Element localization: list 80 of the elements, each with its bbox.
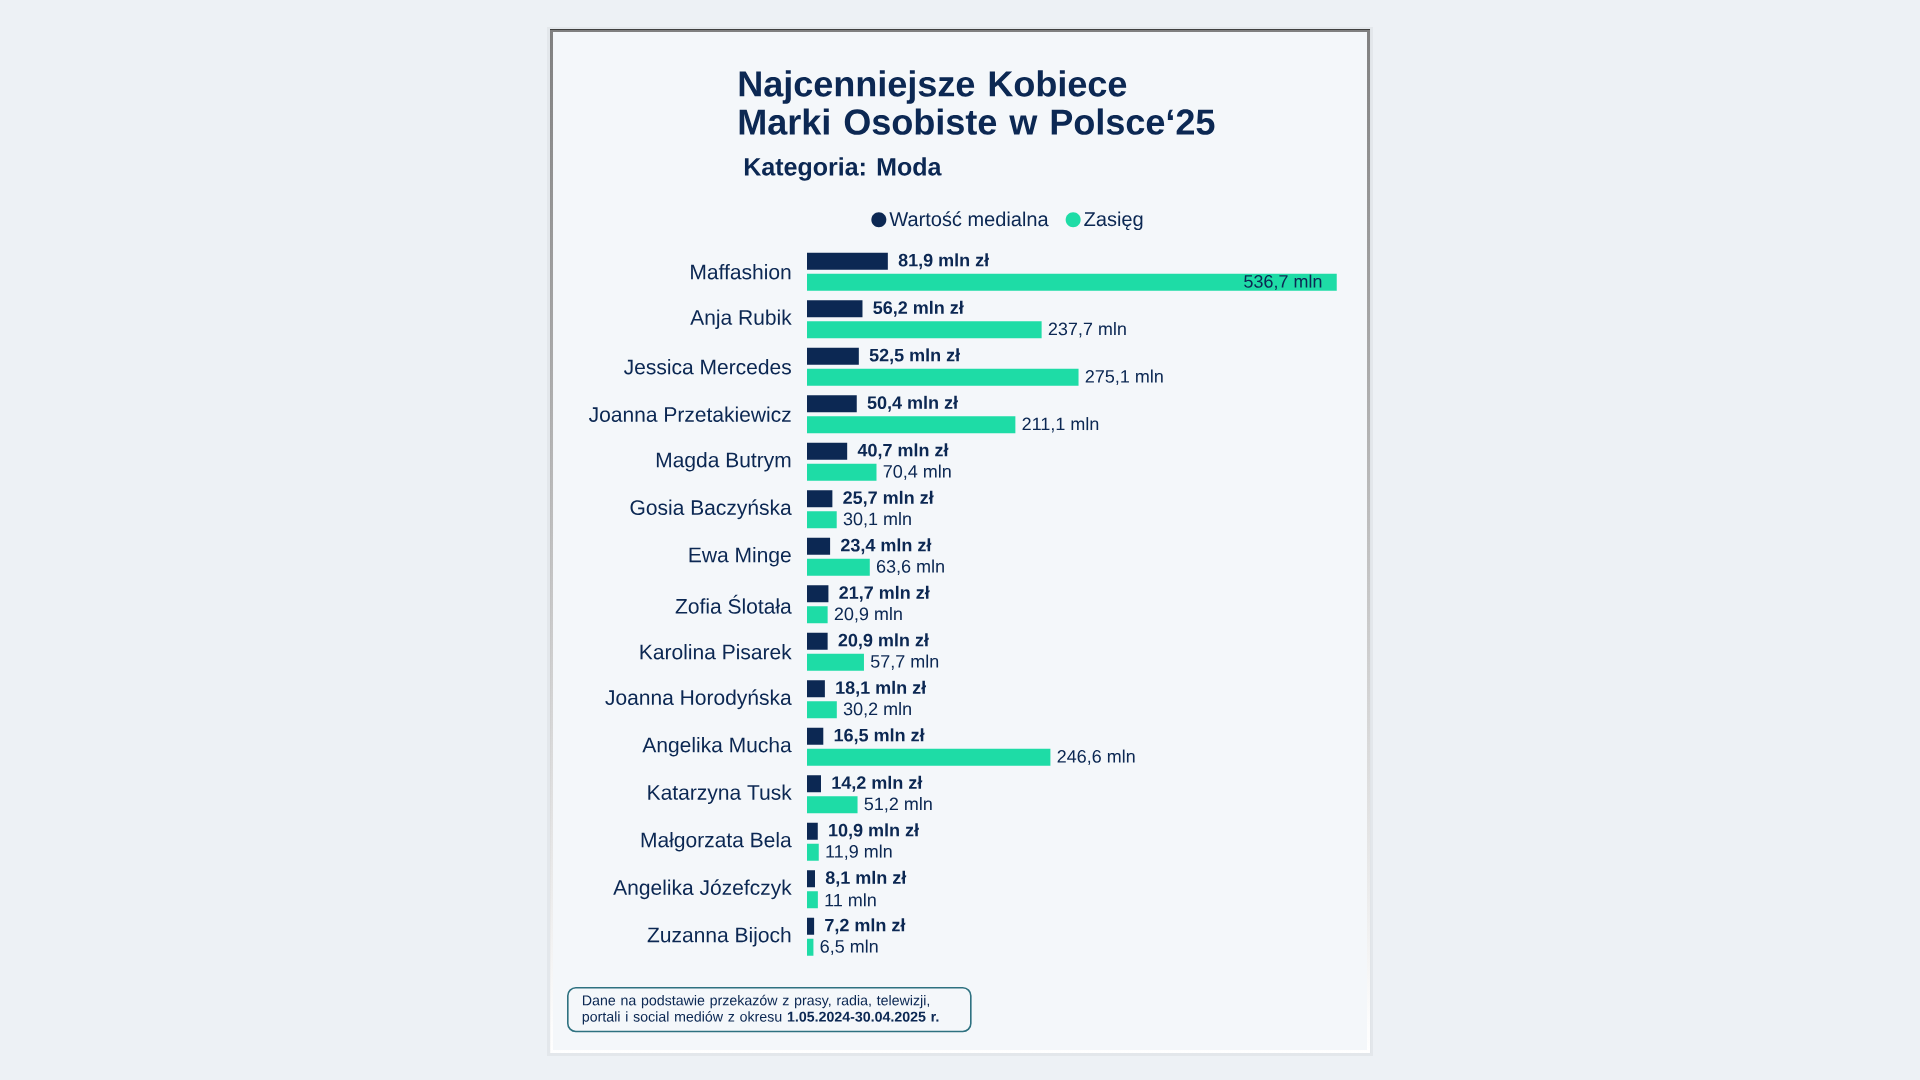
chart-subtitle: Kategoria: Moda bbox=[744, 157, 942, 181]
data-label: 275,1 mln bbox=[1085, 369, 1163, 385]
bar bbox=[807, 442, 848, 460]
data-label: 81,9 mln zł bbox=[898, 253, 989, 270]
bar bbox=[807, 748, 1051, 766]
text: Dane na podstawie przekazów z prasy, radia, telewizji, portali i social mediów z okresu 1.05.2024-30.04.2025 r. bbox=[582, 994, 939, 1025]
bar bbox=[807, 300, 863, 318]
data-label: 30,2 mln bbox=[843, 702, 911, 718]
bar bbox=[807, 822, 818, 840]
y-tick-label: Jessica Mercedes bbox=[624, 359, 791, 375]
data-label: 7,2 mln zł bbox=[825, 918, 906, 935]
y-tick-label: Zofia Ślotała bbox=[675, 594, 792, 614]
data-label: 52,5 mln zł bbox=[869, 348, 960, 365]
y-tick-label: Zuzanna Bijoch bbox=[647, 926, 791, 947]
y-tick-label: Joanna Przetakiewicz bbox=[588, 406, 791, 422]
bar bbox=[807, 368, 1079, 386]
data-label: 70,4 mln bbox=[883, 464, 951, 480]
legend-label: Wartość medialna bbox=[889, 211, 1049, 227]
bar bbox=[807, 511, 837, 529]
data-label: 51,2 mln bbox=[864, 797, 932, 813]
bar bbox=[807, 938, 814, 956]
data-label: 18,1 mln zł bbox=[836, 680, 927, 697]
data-label: 50,4 mln zł bbox=[867, 395, 958, 412]
data-label: 20,9 mln zł bbox=[838, 633, 929, 650]
data-label: 10,9 mln zł bbox=[829, 823, 919, 840]
data-label: 40,7 mln zł bbox=[857, 443, 949, 460]
data-label: 8,1 mln zł bbox=[825, 870, 907, 887]
data-label: 16,5 mln zł bbox=[834, 728, 925, 745]
bar bbox=[807, 490, 833, 508]
data-label: 30,1 mln bbox=[843, 512, 911, 528]
data-label: 536,7 mln bbox=[1244, 274, 1322, 290]
bar bbox=[807, 606, 828, 624]
data-label: 25,7 mln zł bbox=[843, 490, 934, 507]
data-label: 237,7 mln bbox=[1048, 322, 1126, 338]
y-tick-label: Karolina Pisarek bbox=[640, 644, 792, 660]
y-tick-label: Małgorzata Bela bbox=[641, 831, 792, 852]
data-label: 21,7 mln zł bbox=[839, 585, 930, 602]
bar bbox=[807, 701, 837, 719]
bar bbox=[807, 727, 824, 745]
bar bbox=[807, 653, 864, 671]
y-tick-label: Maffashion bbox=[691, 264, 791, 280]
y-tick-label: Joanna Horodyńska bbox=[605, 689, 792, 710]
bar bbox=[807, 321, 1042, 339]
data-label: 11 mln bbox=[825, 893, 876, 907]
bar bbox=[807, 463, 877, 481]
data-label: 211,1 mln bbox=[1022, 417, 1099, 433]
y-tick-label: Gosia Baczyńska bbox=[630, 499, 792, 520]
bar bbox=[807, 891, 818, 909]
data-label: 11,9 mln bbox=[826, 844, 892, 860]
y-tick-label: Anja Rubik bbox=[690, 309, 792, 330]
bar bbox=[807, 632, 828, 650]
bar bbox=[807, 843, 819, 861]
chart-title: Najcenniejsze Kobiece Marki Osobiste w Polsce‘25 bbox=[739, 70, 1215, 135]
bar bbox=[807, 416, 1016, 434]
data-label: 246,6 mln bbox=[1057, 749, 1135, 765]
data-label: 56,2 mln zł bbox=[873, 300, 964, 317]
legend-label: Zasięg bbox=[1084, 211, 1143, 231]
bar bbox=[807, 273, 1337, 291]
y-tick-label: Magda Butrym bbox=[656, 451, 791, 472]
bar bbox=[807, 796, 858, 814]
data-label: 14,2 mln zł bbox=[832, 775, 923, 792]
bar bbox=[807, 558, 870, 576]
y-tick-label: Katarzyna Tusk bbox=[648, 784, 792, 805]
data-label: 6,5 mln bbox=[820, 939, 878, 955]
bar bbox=[807, 347, 859, 365]
bar bbox=[807, 585, 829, 603]
bar bbox=[807, 917, 815, 935]
data-label: 23,4 mln zł bbox=[841, 538, 932, 555]
data-label: 57,7 mln bbox=[870, 654, 939, 670]
data-label: 20,9 mln bbox=[834, 607, 902, 623]
bar bbox=[807, 680, 825, 698]
bar bbox=[807, 395, 857, 413]
bar bbox=[807, 870, 815, 888]
y-tick-label: Angelika Mucha bbox=[642, 736, 792, 757]
y-tick-label: Ewa Minge bbox=[689, 546, 791, 567]
bar bbox=[807, 537, 831, 555]
bar bbox=[807, 775, 822, 793]
y-tick-label: Angelika Józefczyk bbox=[613, 879, 792, 900]
data-label: 63,6 mln bbox=[876, 559, 944, 575]
bar bbox=[807, 252, 888, 270]
